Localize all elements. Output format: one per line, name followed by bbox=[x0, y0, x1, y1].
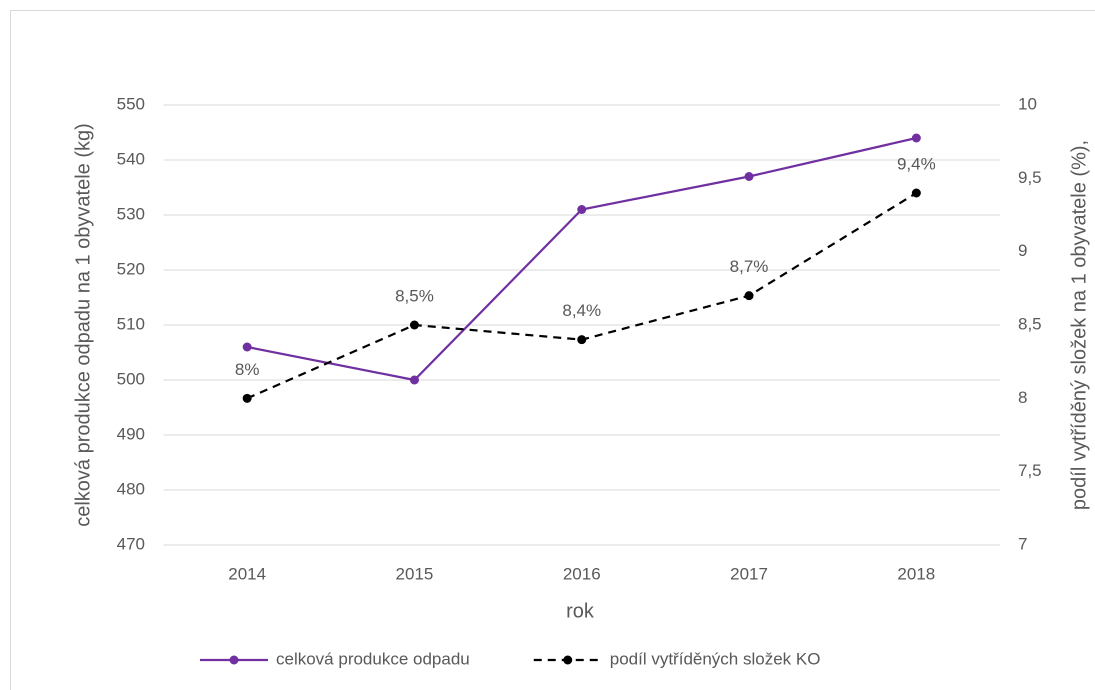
y2-tick-label: 7,5 bbox=[1018, 461, 1042, 480]
y-tick-label: 480 bbox=[117, 479, 145, 498]
y-tick-label: 470 bbox=[117, 534, 145, 553]
data-point bbox=[577, 335, 587, 345]
y2-axis-title: podíl vytříděný složek na 1 obyvatele (%… bbox=[1068, 140, 1090, 510]
legend-label: podíl vytříděných složek KO bbox=[610, 649, 821, 668]
y2-tick-label: 9,5 bbox=[1018, 168, 1042, 187]
data-label: 9,4% bbox=[897, 154, 936, 173]
y2-tick-label: 7 bbox=[1018, 534, 1027, 553]
y-tick-label: 540 bbox=[117, 149, 145, 168]
data-label: 8,7% bbox=[730, 257, 769, 276]
data-point bbox=[242, 342, 252, 352]
data-point bbox=[744, 172, 754, 181]
chart-border bbox=[10, 10, 1095, 690]
data-point bbox=[911, 188, 921, 198]
y2-tick-label: 8,5 bbox=[1018, 314, 1042, 333]
data-point bbox=[242, 393, 252, 403]
legend-label: celková produkce odpadu bbox=[276, 649, 470, 668]
y-tick-label: 490 bbox=[117, 424, 145, 443]
y-tick-label: 550 bbox=[117, 94, 145, 113]
data-point bbox=[409, 375, 419, 385]
y2-tick-label: 9 bbox=[1018, 241, 1027, 260]
x-axis-title: rok bbox=[566, 600, 595, 622]
data-point bbox=[911, 133, 921, 143]
y2-tick-label: 10 bbox=[1018, 94, 1037, 113]
x-tick-label: 2017 bbox=[730, 564, 768, 583]
y-axis-title: celková produkce odpadu na 1 obyvatele (… bbox=[72, 123, 94, 527]
y-tick-label: 500 bbox=[117, 369, 145, 388]
data-point bbox=[744, 291, 754, 301]
data-label: 8% bbox=[235, 360, 260, 379]
x-tick-label: 2018 bbox=[897, 564, 935, 583]
y-tick-label: 520 bbox=[117, 259, 145, 278]
y2-tick-label: 8 bbox=[1018, 388, 1027, 407]
legend-marker bbox=[563, 655, 573, 665]
y-tick-label: 510 bbox=[117, 314, 145, 333]
data-point bbox=[577, 205, 587, 214]
x-tick-label: 2014 bbox=[228, 564, 266, 583]
x-tick-label: 2015 bbox=[396, 564, 434, 583]
y-tick-label: 530 bbox=[117, 204, 145, 223]
data-label: 8,5% bbox=[395, 286, 434, 305]
legend-marker bbox=[229, 655, 239, 665]
data-point bbox=[409, 320, 419, 330]
data-label: 8,4% bbox=[562, 301, 601, 320]
x-tick-label: 2016 bbox=[563, 564, 601, 583]
